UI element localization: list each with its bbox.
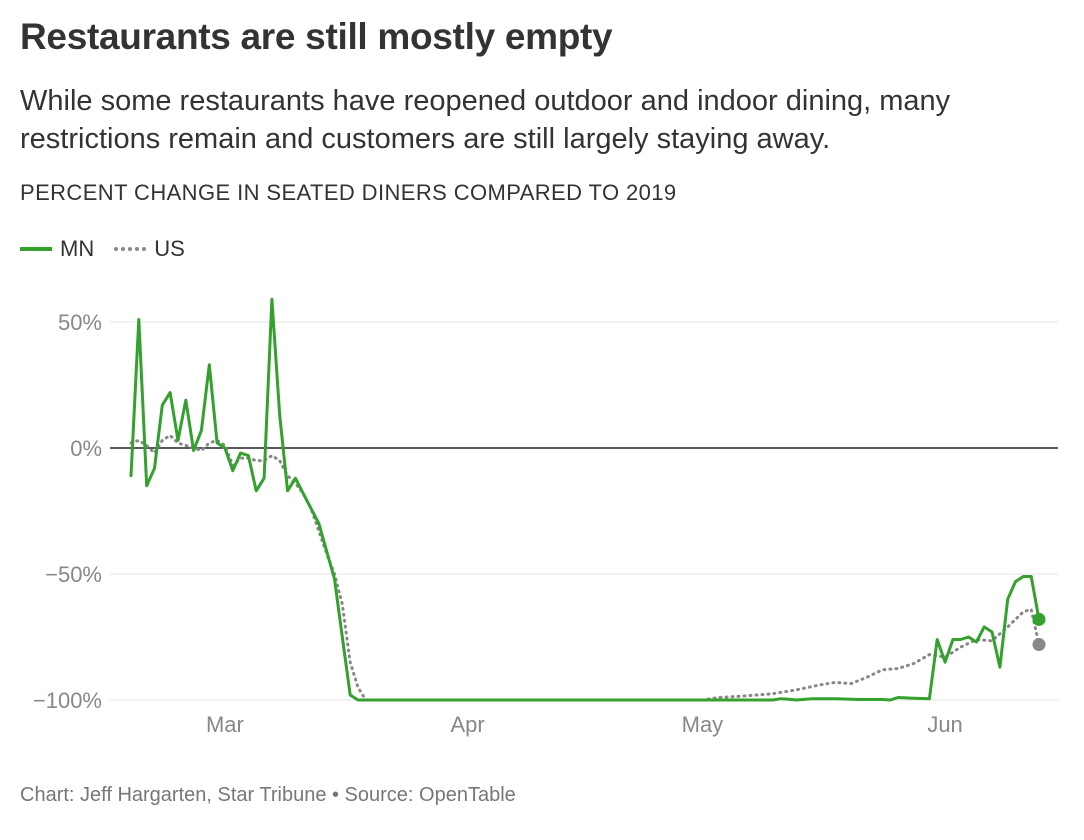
x-tick-label: Mar xyxy=(206,712,244,737)
series-line-mn xyxy=(129,297,1041,702)
legend-label-mn: MN xyxy=(60,236,95,261)
chart-subtitle: While some restaurants have reopened out… xyxy=(20,85,951,155)
x-tick-label: May xyxy=(682,712,724,737)
axis-layer: 50% 0% −50% −100% Mar Apr May Jun xyxy=(33,310,963,737)
y-tick-label: 50% xyxy=(58,310,102,335)
y-tick-label: −50% xyxy=(45,562,102,587)
legend-swatch-mn xyxy=(20,247,52,251)
grid-layer xyxy=(110,321,1058,701)
legend-swatch-us xyxy=(114,247,147,251)
chart-title: Restaurants are still mostly empty xyxy=(20,16,613,57)
end-point-mn xyxy=(1032,612,1046,626)
y-tick-label: 0% xyxy=(70,436,102,461)
series-line-us xyxy=(129,433,1041,702)
x-tick-label: Jun xyxy=(927,712,962,737)
x-tick-label: Apr xyxy=(450,712,484,737)
end-point-us xyxy=(1032,638,1046,652)
source-credit: Chart: Jeff Hargarten, Star Tribune • So… xyxy=(20,784,516,806)
legend: MN US xyxy=(20,236,189,262)
series-layer xyxy=(129,297,1046,702)
legend-label-us: US xyxy=(154,236,185,261)
y-tick-label: −100% xyxy=(33,688,102,713)
y-axis-unit-label: PERCENT CHANGE IN SEATED DINERS COMPARED… xyxy=(20,180,677,205)
